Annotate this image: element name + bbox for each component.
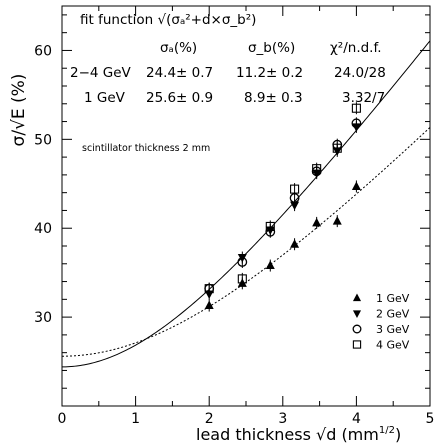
fit-curve-2-4gev [61, 40, 431, 368]
data-point-triangle-up [312, 217, 322, 227]
x-tick-label: 1 [131, 411, 140, 427]
legend-marker [352, 340, 362, 349]
data-point-triangle-down [290, 201, 300, 211]
data-points [204, 102, 362, 312]
y-tick-label: 30 [34, 310, 52, 326]
table-cell-chi2: 3.32/7 [342, 90, 385, 106]
data-point-square-open [351, 103, 361, 113]
table-cell-sigma-b: 8.9± 0.3 [244, 90, 303, 106]
data-point-triangle-up [204, 300, 214, 310]
fit-curve-1gev [61, 127, 431, 357]
data-point-square-open [312, 164, 322, 174]
x-tick-label: 0 [58, 411, 67, 427]
x-tick-label: 4 [352, 411, 361, 427]
x-tick-label: 3 [278, 411, 287, 427]
fit-function-label: fit function √(σₐ²+d×σ_b²) [80, 12, 256, 28]
data-point-circle-open [237, 257, 248, 267]
legend: 1 GeV 2 GeV 3 GeV 4 GeV [352, 292, 410, 352]
table-cell-sigma-a: 24.4± 0.7 [146, 65, 213, 81]
data-point-square-open [237, 274, 247, 284]
legend-label: 2 GeV [376, 308, 410, 321]
table-row-label: 1 GeV [84, 90, 126, 106]
table-header-chi2: χ²/n.d.f. [330, 40, 382, 56]
data-point-square-open [204, 284, 214, 294]
data-point-triangle-up [265, 260, 275, 270]
x-axis-label-sup: 1/2 [379, 425, 395, 436]
y-tick-label: 40 [34, 221, 52, 237]
data-point-triangle-up [290, 239, 300, 248]
legend-marker [352, 324, 362, 334]
legend-marker [352, 293, 362, 302]
legend-label: 3 GeV [376, 323, 410, 336]
x-tick-label: 5 [426, 411, 435, 427]
y-axis-label: σ/√E (%) [9, 74, 29, 147]
x-axis-label-close: ) [395, 425, 401, 443]
legend-label: 4 GeV [376, 339, 410, 352]
y-tick-label: 50 [34, 132, 52, 148]
legend-label: 1 GeV [376, 292, 410, 305]
table-row-label: 2−4 GeV [70, 65, 132, 81]
ticks: 0 1 2 3 4 5 30 40 50 60 [34, 6, 434, 427]
data-point-circle-open [351, 118, 362, 129]
table-header-sigma-b: σ_b(%) [248, 40, 295, 56]
data-point-triangle-up [332, 216, 342, 225]
y-tick-label: 60 [34, 43, 52, 59]
x-axis-label-main: lead thickness √d (mm [196, 425, 379, 443]
data-point-square-open [332, 143, 342, 153]
table-cell-sigma-a: 25.6± 0.9 [146, 90, 213, 106]
legend-marker [352, 310, 362, 318]
data-point-square-open [290, 184, 300, 194]
table-header-sigma-a: σₐ(%) [160, 40, 197, 56]
x-axis-label: lead thickness √d (mm1/2) [196, 425, 401, 443]
x-tick-label: 2 [205, 411, 214, 427]
table-cell-chi2: 24.0/28 [334, 65, 386, 81]
data-point-square-open [265, 221, 275, 231]
table-cell-sigma-b: 11.2± 0.2 [236, 65, 303, 81]
data-point-triangle-up [351, 181, 361, 190]
annotation-scintillator: scintillator thickness 2 mm [82, 143, 210, 154]
